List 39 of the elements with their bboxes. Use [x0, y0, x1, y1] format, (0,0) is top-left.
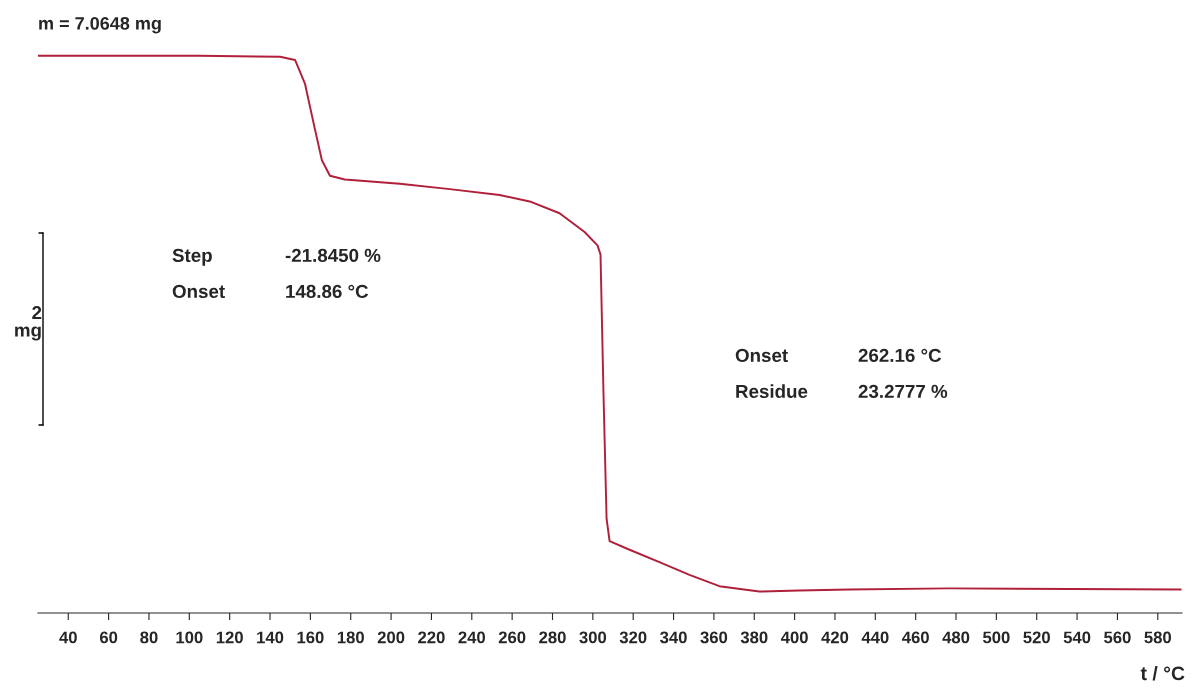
- x-tick-label: 480: [942, 631, 970, 644]
- x-tick-label: 460: [902, 631, 929, 644]
- x-tick-label: 160: [297, 631, 324, 644]
- x-tick-label: 240: [458, 631, 486, 644]
- x-tick-label: 320: [619, 631, 647, 644]
- chart-title: m = 7.0648 mg: [39, 16, 161, 34]
- x-tick-label: 200: [377, 631, 405, 644]
- x-tick-label: 260: [498, 631, 526, 644]
- x-tick-label: 280: [539, 631, 566, 644]
- x-tick-label: 120: [216, 631, 243, 644]
- x-tick-label: 60: [99, 631, 118, 644]
- x-tick-label: 380: [740, 631, 768, 644]
- x-tick-label: 140: [257, 631, 284, 644]
- x-tick-label: 340: [660, 631, 687, 644]
- annotation: Onset: [172, 284, 225, 299]
- annotation: 148.86 °C: [286, 284, 369, 299]
- annotation: 23.2777 %: [858, 384, 948, 399]
- x-tick-label: 40: [59, 631, 77, 644]
- annotation: Step: [172, 248, 212, 266]
- annotation: Residue: [736, 384, 808, 399]
- annotation: -21.8450 %: [285, 248, 381, 263]
- x-tick-label: 100: [176, 631, 203, 644]
- annotation: 2 mg: [15, 305, 42, 341]
- x-tick-label: 540: [1063, 631, 1091, 644]
- x-tick-label: 560: [1104, 631, 1131, 644]
- x-tick-label: 180: [337, 631, 364, 644]
- x-axis-title: t / °C: [1140, 665, 1185, 681]
- annotation: Onset: [735, 348, 788, 363]
- x-tick-label: 300: [579, 631, 607, 644]
- annotation: 262.16 °C: [858, 348, 942, 363]
- x-tick-label: 220: [418, 631, 445, 644]
- x-tick-label: 420: [821, 631, 849, 644]
- x-tick-label: 400: [780, 631, 808, 644]
- x-tick-label: 80: [140, 631, 158, 644]
- x-tick-label: 500: [982, 631, 1010, 644]
- x-tick-label: 580: [1144, 631, 1172, 644]
- x-tick-label: 440: [861, 631, 889, 644]
- x-tick-label: 520: [1023, 631, 1050, 644]
- x-tick-label: 360: [700, 631, 728, 644]
